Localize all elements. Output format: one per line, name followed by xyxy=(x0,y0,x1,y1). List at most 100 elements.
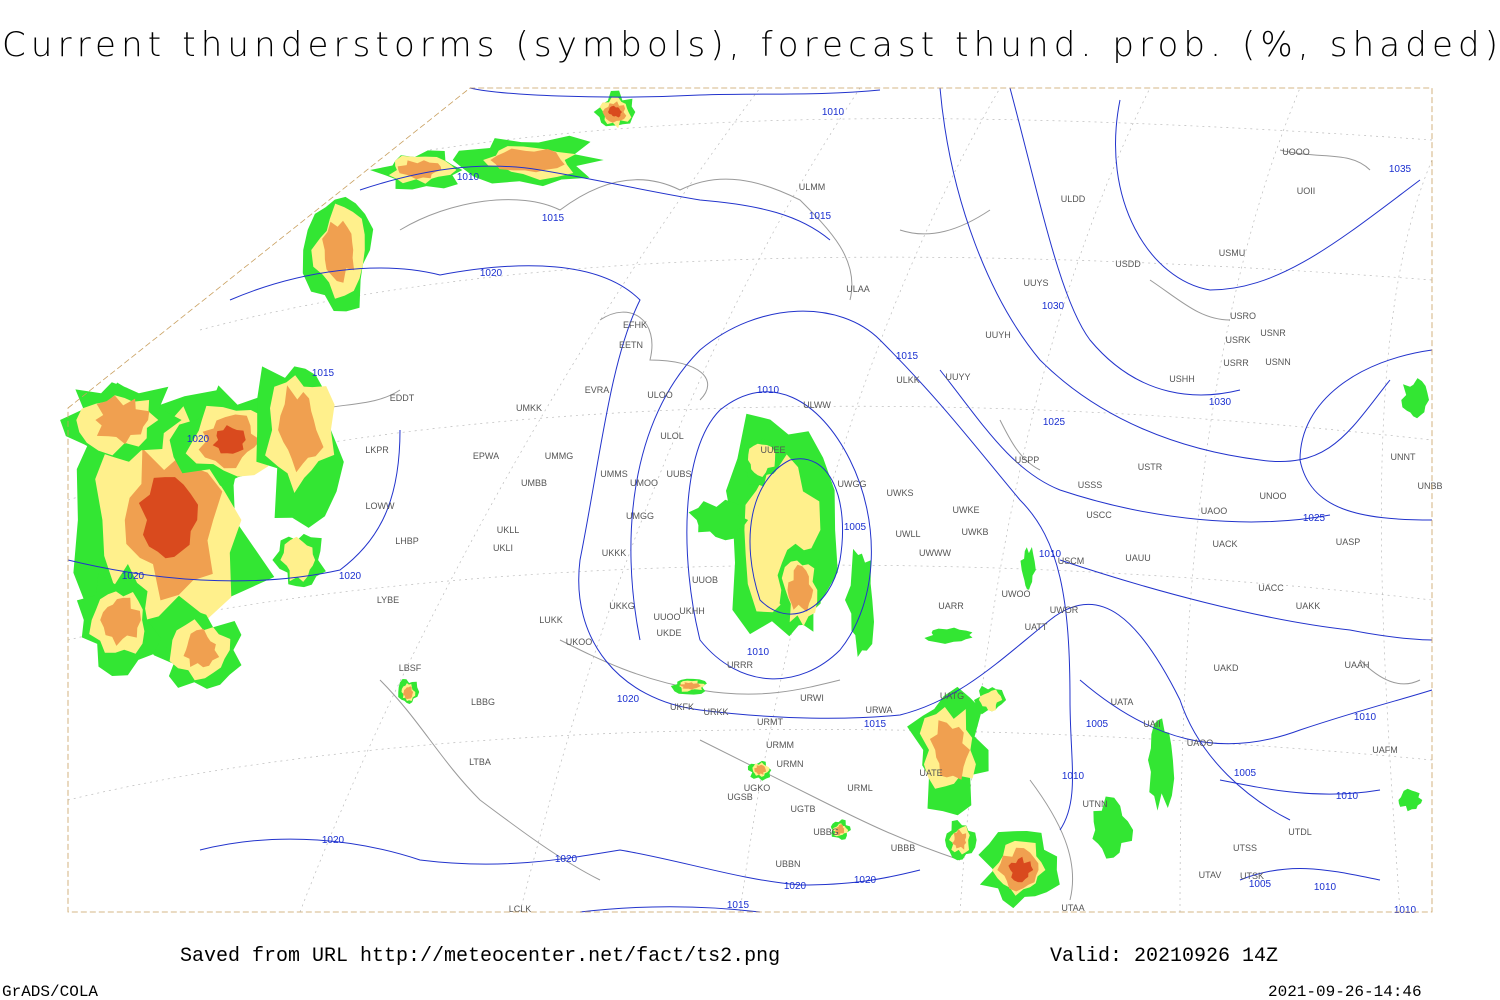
shade-level-1 xyxy=(688,499,749,541)
station-code: URMM xyxy=(766,740,794,750)
station-code: LTBA xyxy=(469,757,491,767)
station-code: UMGG xyxy=(626,511,654,521)
isobar-label: 1010 xyxy=(457,172,480,183)
station-code: URRR xyxy=(727,660,753,670)
isobar xyxy=(1219,779,1381,881)
station-code: URKK xyxy=(703,707,728,717)
isobar xyxy=(686,391,872,680)
isobar-label: 1035 xyxy=(1389,164,1412,175)
station-code: UAKK xyxy=(1296,601,1321,611)
station-code: UKKK xyxy=(602,548,627,558)
station-code: LYBE xyxy=(377,595,399,605)
station-code: UUYH xyxy=(985,330,1011,340)
isobar-label: 1020 xyxy=(617,694,640,705)
station-code: UAOO xyxy=(1187,738,1214,748)
isobar-label: 1020 xyxy=(122,571,145,582)
map-frame xyxy=(67,87,1433,913)
station-code: USCM xyxy=(1058,556,1085,566)
station-code: USNN xyxy=(1265,357,1291,367)
station-code: LBSF xyxy=(399,663,422,673)
isobar-label: 1025 xyxy=(1303,513,1326,524)
shade-level-3 xyxy=(278,385,324,473)
software: GrADS/COLA xyxy=(2,983,98,1000)
isobar-label: 1005 xyxy=(1234,768,1257,779)
shade-level-1 xyxy=(845,548,874,657)
isobar xyxy=(359,165,831,241)
station-code: UUEE xyxy=(760,445,785,455)
isobar xyxy=(67,429,921,913)
station-code: ULDD xyxy=(1061,194,1086,204)
station-code: LOWW xyxy=(366,501,396,511)
shade-level-1 xyxy=(1092,796,1134,859)
shade-level-4 xyxy=(212,425,246,454)
isobar xyxy=(469,87,881,98)
station-code: EVRA xyxy=(585,385,610,395)
station-code: UTSK xyxy=(1240,871,1264,881)
station-code: URWI xyxy=(800,693,824,703)
station-code: URML xyxy=(847,783,873,793)
station-code: UARR xyxy=(938,601,964,611)
isobar-label: 1025 xyxy=(1043,417,1066,428)
shade-level-1 xyxy=(924,627,973,644)
shade-level-4 xyxy=(138,477,198,559)
shade-level-1 xyxy=(1401,378,1429,419)
station-code: USMU xyxy=(1219,248,1246,258)
station-code: UAKD xyxy=(1213,663,1239,673)
station-code: ULWW xyxy=(803,400,831,410)
isobar xyxy=(1009,87,1241,396)
station-code: EPWA xyxy=(473,451,499,461)
isobar-label: 1030 xyxy=(1209,397,1232,408)
station-code: UAFM xyxy=(1372,745,1398,755)
station-code: UKLI xyxy=(493,543,513,553)
station-code: UAUU xyxy=(1125,553,1151,563)
station-code: LHBP xyxy=(395,536,419,546)
station-code: UTNN xyxy=(1083,799,1108,809)
source-url: Saved from URL http://meteocenter.net/fa… xyxy=(180,945,780,968)
isobar xyxy=(1299,349,1433,521)
station-code: USHH xyxy=(1169,374,1195,384)
isobar-label: 1020 xyxy=(322,835,345,846)
isobar xyxy=(939,87,1391,462)
station-code: ULOO xyxy=(647,390,673,400)
station-code: UASP xyxy=(1336,537,1361,547)
station-code: USPP xyxy=(1015,455,1040,465)
shade-level-3 xyxy=(322,220,355,283)
station-code: USTR xyxy=(1138,462,1163,472)
isobar-label: 1015 xyxy=(542,213,565,224)
station-code: UMMG xyxy=(545,451,574,461)
shade-level-3 xyxy=(929,720,970,780)
station-code: UACC xyxy=(1258,583,1284,593)
station-code: ULKK xyxy=(896,375,920,385)
station-code: USRR xyxy=(1223,358,1249,368)
station-code: UUOB xyxy=(692,575,718,585)
station-code: UWLL xyxy=(895,529,920,539)
isobar-label: 1005 xyxy=(1249,879,1272,890)
isobar-label: 1015 xyxy=(312,368,335,379)
isobar-label: 1010 xyxy=(1314,882,1337,893)
station-code: USRK xyxy=(1225,335,1250,345)
station-code: USNR xyxy=(1260,328,1286,338)
station-code: UATE xyxy=(919,768,942,778)
isobar-label: 1015 xyxy=(864,719,887,730)
isobar-label: 1010 xyxy=(1336,791,1359,802)
shade-level-3 xyxy=(834,824,845,836)
station-code: UWKE xyxy=(953,505,980,515)
graticule xyxy=(67,87,1433,913)
shade-level-3 xyxy=(679,682,701,690)
station-code: UOOO xyxy=(1282,147,1310,157)
shade-level-3 xyxy=(952,828,967,850)
isobar xyxy=(939,369,1331,523)
station-code: URWA xyxy=(866,705,893,715)
station-code: UKHH xyxy=(679,606,705,616)
isobar-label: 1010 xyxy=(1039,549,1062,560)
shade-level-3 xyxy=(397,160,442,180)
station-code: UACK xyxy=(1212,539,1237,549)
station-code: UWOO xyxy=(1002,589,1031,599)
station-code: UATA xyxy=(1111,697,1134,707)
shade-level-2 xyxy=(748,443,776,477)
station-code: UWGG xyxy=(838,479,867,489)
station-code: UNOO xyxy=(1260,491,1287,501)
isobar-label: 1020 xyxy=(854,875,877,886)
station-code: UKLL xyxy=(497,525,520,535)
